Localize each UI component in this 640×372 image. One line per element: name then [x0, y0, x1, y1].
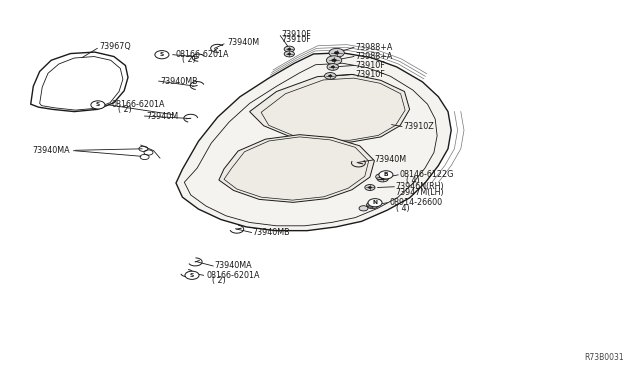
Text: 73910F: 73910F — [355, 61, 385, 70]
Polygon shape — [250, 74, 410, 142]
Text: 73967Q: 73967Q — [99, 42, 131, 51]
Text: 73910F: 73910F — [282, 30, 311, 39]
Text: ( 2): ( 2) — [182, 55, 196, 64]
Circle shape — [371, 204, 374, 206]
Circle shape — [155, 51, 169, 59]
Text: 73940M: 73940M — [146, 112, 178, 121]
Text: 73910F: 73910F — [282, 35, 311, 44]
Text: ( 4): ( 4) — [396, 204, 409, 213]
Text: ( 2): ( 2) — [118, 105, 132, 114]
Circle shape — [326, 56, 342, 65]
Circle shape — [288, 48, 291, 50]
Text: 73910F: 73910F — [355, 70, 385, 79]
Circle shape — [368, 199, 382, 207]
Circle shape — [328, 75, 332, 77]
Circle shape — [324, 73, 336, 79]
Circle shape — [367, 202, 378, 209]
Circle shape — [367, 202, 376, 207]
Text: 73940MA: 73940MA — [214, 262, 252, 270]
Circle shape — [369, 187, 371, 188]
Text: ( 2): ( 2) — [212, 276, 226, 285]
Text: 73940MB: 73940MB — [160, 77, 198, 86]
Circle shape — [377, 175, 388, 182]
Text: 08166-6201A: 08166-6201A — [112, 100, 166, 109]
Circle shape — [329, 48, 344, 57]
Circle shape — [379, 171, 393, 179]
Circle shape — [288, 53, 291, 55]
Text: S: S — [96, 102, 100, 108]
Text: 73946N(RH): 73946N(RH) — [396, 182, 444, 191]
Text: S: S — [190, 273, 194, 278]
Text: 73940M: 73940M — [374, 155, 406, 164]
Circle shape — [331, 66, 335, 68]
Text: R73B0031: R73B0031 — [584, 353, 624, 362]
Text: 73940MA: 73940MA — [32, 146, 70, 155]
Text: 73910Z: 73910Z — [403, 122, 434, 131]
Circle shape — [91, 101, 105, 109]
Text: 73947M(LH): 73947M(LH) — [396, 188, 444, 197]
Circle shape — [334, 51, 339, 54]
Circle shape — [380, 176, 382, 177]
Text: 08146-6122G: 08146-6122G — [400, 170, 454, 179]
Text: 73940MB: 73940MB — [253, 228, 291, 237]
Text: N: N — [372, 200, 378, 205]
Circle shape — [284, 51, 294, 57]
Polygon shape — [219, 135, 374, 202]
Text: 73940M: 73940M — [227, 38, 259, 47]
Polygon shape — [176, 53, 451, 231]
Text: 08914-26600: 08914-26600 — [389, 198, 442, 207]
Circle shape — [381, 177, 385, 180]
Text: 73988+A: 73988+A — [355, 43, 392, 52]
Circle shape — [359, 206, 368, 211]
Circle shape — [365, 185, 375, 190]
Circle shape — [376, 174, 386, 180]
Circle shape — [332, 59, 337, 62]
Text: 73988+A: 73988+A — [355, 52, 392, 61]
Text: S: S — [160, 52, 164, 57]
Text: B: B — [383, 172, 388, 177]
Circle shape — [185, 271, 199, 279]
Circle shape — [327, 64, 339, 70]
Text: 08166-6201A: 08166-6201A — [206, 271, 260, 280]
Text: ( 4): ( 4) — [406, 176, 420, 185]
Circle shape — [284, 46, 294, 52]
Text: 08166-6201A: 08166-6201A — [176, 50, 230, 59]
